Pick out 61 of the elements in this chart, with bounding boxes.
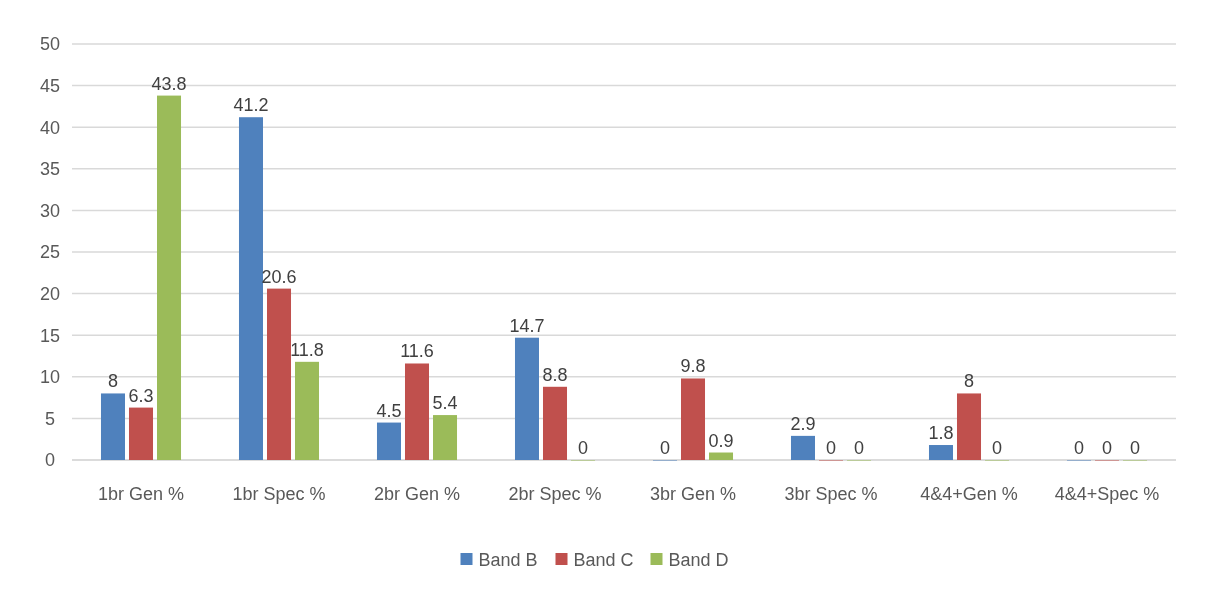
bar [433,415,458,460]
data-label: 43.8 [151,73,187,94]
data-label: 0 [659,438,670,458]
bar [790,435,815,460]
bar [680,378,706,460]
data-label: 14.7 [509,315,545,336]
bar [376,422,401,460]
bar [404,363,430,460]
x-tick-label: 3br Gen % [649,484,737,504]
data-label: 0 [992,438,1003,458]
data-label: 4.5 [376,400,402,421]
bar [295,361,320,460]
data-label: 5.4 [432,393,458,414]
bar [514,337,539,460]
bar [542,386,568,460]
data-label: 8 [963,371,975,392]
y-tick-label: 20 [39,283,61,304]
bar [238,117,263,460]
data-label: 0 [1101,438,1113,458]
legend-label: Band C [573,550,634,571]
x-tick-label: 4&4+Gen % [920,484,1018,504]
y-tick-label: 5 [44,408,56,429]
x-tick-label: 4&4+Spec % [1054,484,1160,504]
bar [157,95,182,460]
x-tick-label: 2br Spec % [508,484,602,504]
bar [128,407,154,460]
data-label: 0 [854,438,865,458]
y-tick-label: 0 [44,450,56,471]
data-label: 0.9 [708,430,734,451]
x-tick-label: 1br Gen % [97,484,185,504]
bar [100,393,125,460]
bar [956,393,982,460]
y-tick-label: 35 [39,159,61,180]
y-tick-label: 30 [39,200,61,221]
y-tick-label: 15 [39,325,61,346]
data-label: 0 [578,438,589,458]
bar [928,445,953,460]
data-label: 11.8 [290,339,324,360]
legend-label: Band D [668,550,729,571]
data-label: 0 [1130,438,1141,458]
data-label: 8 [107,371,118,392]
x-tick-label: 1br Spec % [232,484,326,504]
data-label: 11.6 [400,341,434,362]
data-label: 0 [1073,438,1084,458]
data-label: 8.8 [542,364,568,385]
data-label: 41.2 [233,95,269,116]
legend-label: Band B [478,550,538,571]
data-label: 1.8 [928,423,954,444]
bar [709,452,734,460]
y-tick-label: 25 [39,242,61,263]
y-tick-label: 40 [39,117,61,138]
data-label: 9.8 [680,356,706,377]
y-tick-label: 50 [39,34,61,55]
x-tick-label: 3br Spec % [784,484,878,504]
data-label: 6.3 [128,385,154,406]
y-tick-label: 10 [39,367,61,388]
bar [266,288,292,460]
data-label: 0 [825,438,837,458]
x-tick-label: 2br Gen % [373,484,461,504]
y-tick-label: 45 [39,75,61,96]
data-label: 2.9 [790,413,816,434]
